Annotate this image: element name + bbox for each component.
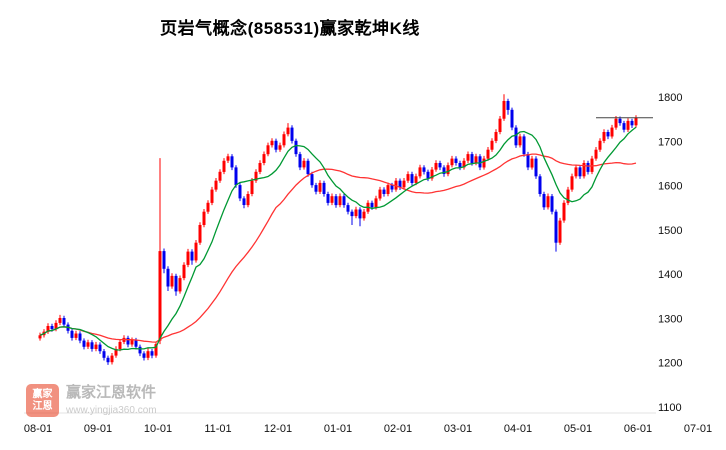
watermark-logo-line2: 江恩: [32, 400, 53, 412]
watermark-logo-line1: 赢家: [32, 388, 53, 400]
watermark-logo-icon: 赢家 江恩: [26, 384, 59, 417]
svg-text:07-01: 07-01: [684, 423, 712, 435]
svg-text:1200: 1200: [658, 358, 682, 370]
svg-text:03-01: 03-01: [444, 423, 472, 435]
svg-text:1300: 1300: [658, 313, 682, 325]
svg-text:1400: 1400: [658, 269, 682, 281]
svg-text:11-01: 11-01: [204, 423, 231, 435]
svg-text:1800: 1800: [658, 92, 682, 104]
chart-title: 页岩气概念(858531)赢家乾坤K线: [160, 19, 420, 38]
watermark-url: www.yingjia360.com: [66, 405, 157, 416]
svg-text:01-01: 01-01: [324, 423, 352, 435]
svg-text:1700: 1700: [658, 136, 682, 148]
svg-text:04-01: 04-01: [504, 423, 532, 435]
svg-text:10-01: 10-01: [144, 423, 172, 435]
svg-text:05-01: 05-01: [564, 423, 592, 435]
svg-text:1600: 1600: [658, 181, 682, 193]
watermark-text: 赢家江恩软件 www.yingjia360.com: [66, 384, 157, 416]
svg-text:06-01: 06-01: [624, 423, 652, 435]
watermark: 赢家 江恩 赢家江恩软件 www.yingjia360.com: [26, 384, 157, 417]
svg-text:09-01: 09-01: [84, 423, 112, 435]
watermark-name: 赢家江恩软件: [66, 384, 157, 401]
svg-text:08-01: 08-01: [24, 423, 52, 435]
svg-text:12-01: 12-01: [264, 423, 292, 435]
svg-text:02-01: 02-01: [384, 423, 412, 435]
svg-text:1100: 1100: [658, 402, 682, 414]
svg-text:1500: 1500: [658, 225, 682, 237]
